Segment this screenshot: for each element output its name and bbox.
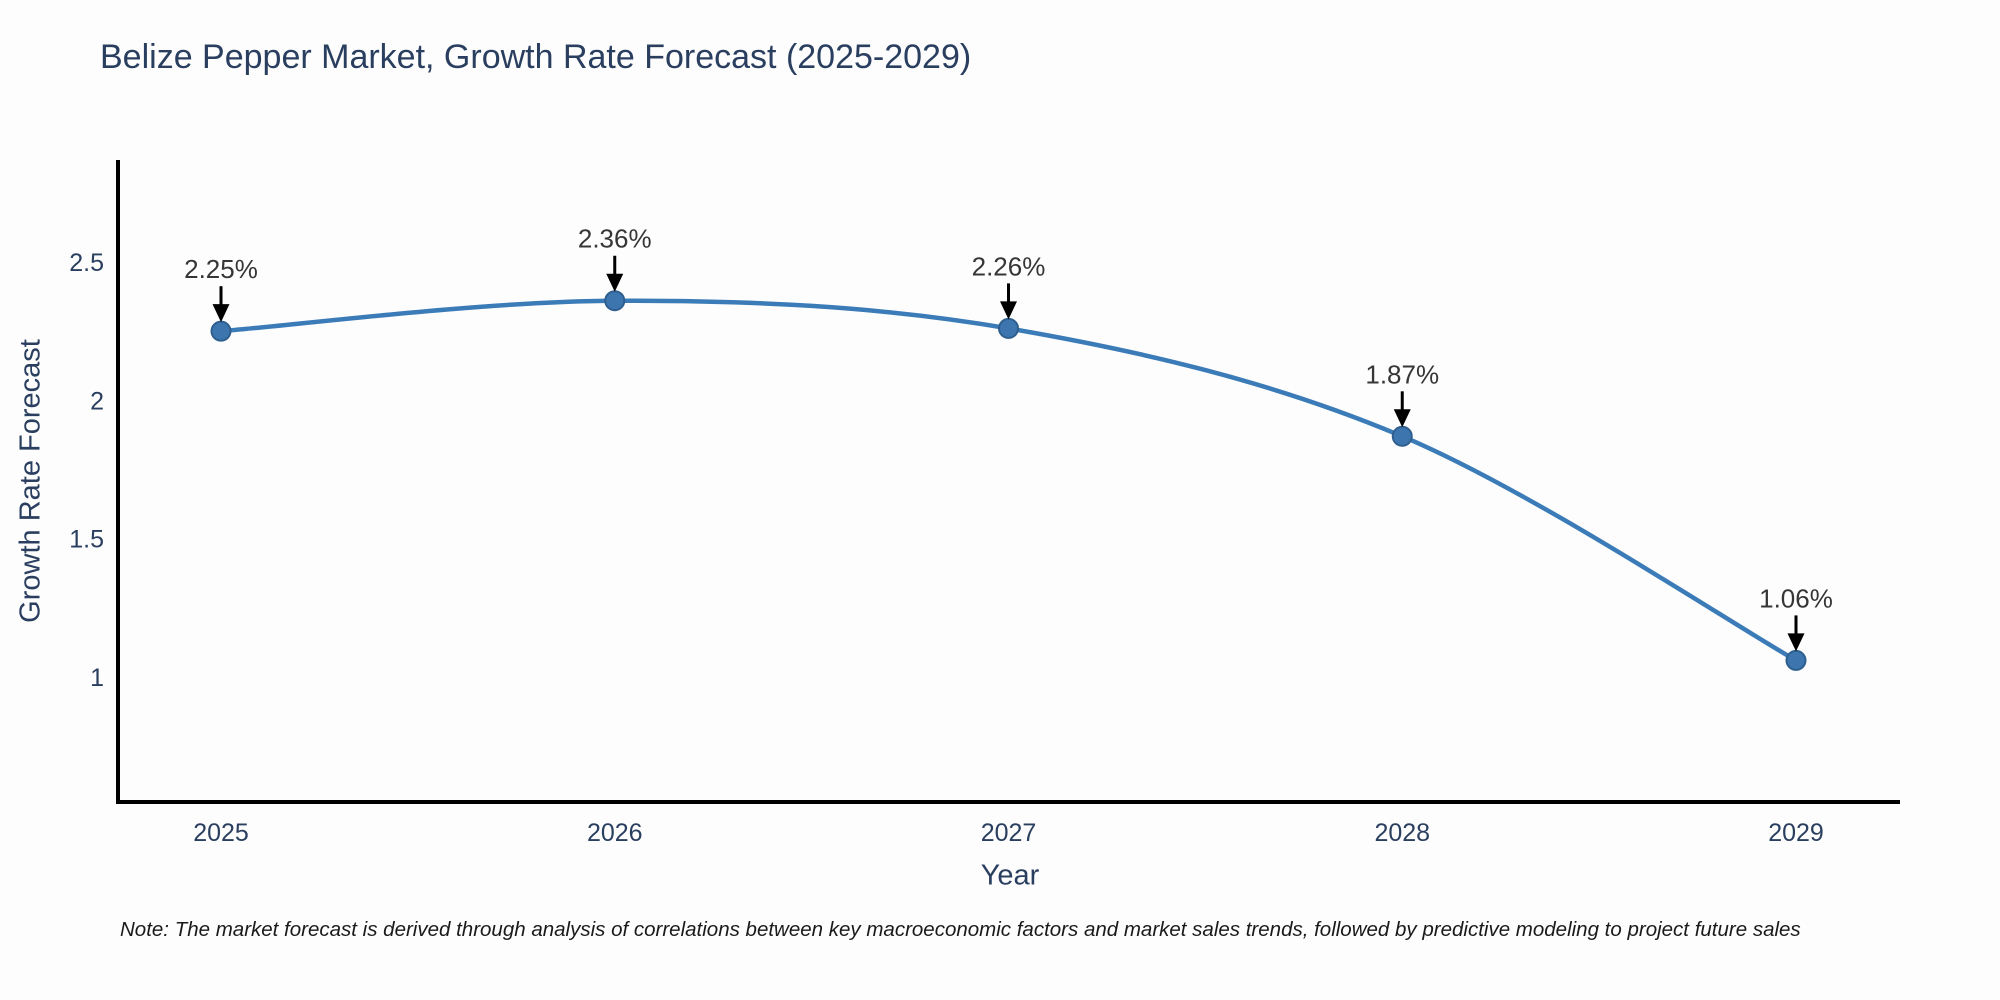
chart-title: Belize Pepper Market, Growth Rate Foreca… [100, 38, 972, 76]
data-point-2026[interactable] [604, 290, 626, 312]
x-tick-label-2026: 2026 [587, 819, 643, 847]
forecast-line [218, 298, 1799, 663]
point-label-2025: 2.25% [184, 254, 258, 284]
point-label-2029: 1.06% [1759, 583, 1833, 613]
y-tick-label-1.5: 1.5 [69, 526, 104, 554]
data-point-2025[interactable] [210, 320, 232, 342]
y-tick-label-2: 2 [90, 387, 104, 415]
annotation-arrowhead-icon [606, 273, 624, 292]
x-axis-title: Year [980, 859, 1040, 892]
x-tick-label-2029: 2029 [1768, 819, 1824, 847]
annotation-arrowhead-icon [1787, 633, 1805, 652]
x-tick-label-2028: 2028 [1374, 819, 1430, 847]
x-tick-label-2025: 2025 [193, 819, 249, 847]
annotation-arrowhead-icon [212, 304, 230, 323]
data-point-2028[interactable] [1391, 425, 1413, 447]
x-tick-label-2027: 2027 [981, 819, 1037, 847]
data-point-2027[interactable] [998, 317, 1019, 339]
point-label-2027: 2.26% [972, 251, 1046, 281]
footnote: Note: The market forecast is derived thr… [120, 918, 1801, 941]
data-point-2029[interactable] [1785, 649, 1807, 671]
y-tick-label-1: 1 [90, 664, 104, 692]
point-label-2026: 2.36% [578, 224, 652, 254]
y-tick-label-2.5: 2.5 [69, 249, 104, 277]
annotation-arrowhead-icon [1000, 301, 1017, 320]
point-label-2028: 1.87% [1365, 359, 1439, 389]
annotation-arrowhead-icon [1393, 409, 1411, 428]
